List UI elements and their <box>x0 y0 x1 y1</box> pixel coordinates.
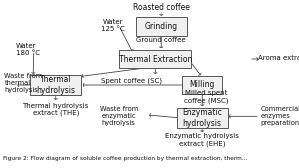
FancyBboxPatch shape <box>135 17 187 36</box>
Text: Enzymatic
hydrolysis: Enzymatic hydrolysis <box>182 108 222 128</box>
Text: Water
125 °C: Water 125 °C <box>101 19 125 32</box>
Text: Thermal
hydrolysis: Thermal hydrolysis <box>36 75 75 95</box>
FancyBboxPatch shape <box>177 108 228 128</box>
Text: Roasted coffee: Roasted coffee <box>133 3 190 12</box>
Text: Aroma extract (AE): Aroma extract (AE) <box>258 55 299 61</box>
Text: Figure 2: Flow diagram of soluble coffee production by thermal extraction, therm: Figure 2: Flow diagram of soluble coffee… <box>3 156 248 161</box>
Text: Waste from
thermal
hydrolysis: Waste from thermal hydrolysis <box>4 73 43 93</box>
Text: Commercial
enzymes
preparation: Commercial enzymes preparation <box>261 106 299 126</box>
Text: Milled spent
coffee (MSC): Milled spent coffee (MSC) <box>184 91 229 104</box>
Text: Enzymatic hydrolysis
extract (EHE): Enzymatic hydrolysis extract (EHE) <box>165 133 239 147</box>
Text: Grinding: Grinding <box>145 22 178 31</box>
Text: Thermal Extraction: Thermal Extraction <box>119 54 192 64</box>
Text: Spent coffee (SC): Spent coffee (SC) <box>101 78 162 85</box>
Text: Milling: Milling <box>190 80 215 90</box>
Text: Thermal hydrolysis
extract (THE): Thermal hydrolysis extract (THE) <box>22 103 89 116</box>
Text: Water
180 °C: Water 180 °C <box>16 43 40 56</box>
Text: Waste from
enzymatic
hydrolysis: Waste from enzymatic hydrolysis <box>100 106 138 125</box>
FancyBboxPatch shape <box>120 50 191 68</box>
Text: Ground coffee: Ground coffee <box>136 37 186 43</box>
FancyBboxPatch shape <box>182 76 222 94</box>
FancyBboxPatch shape <box>30 75 81 95</box>
